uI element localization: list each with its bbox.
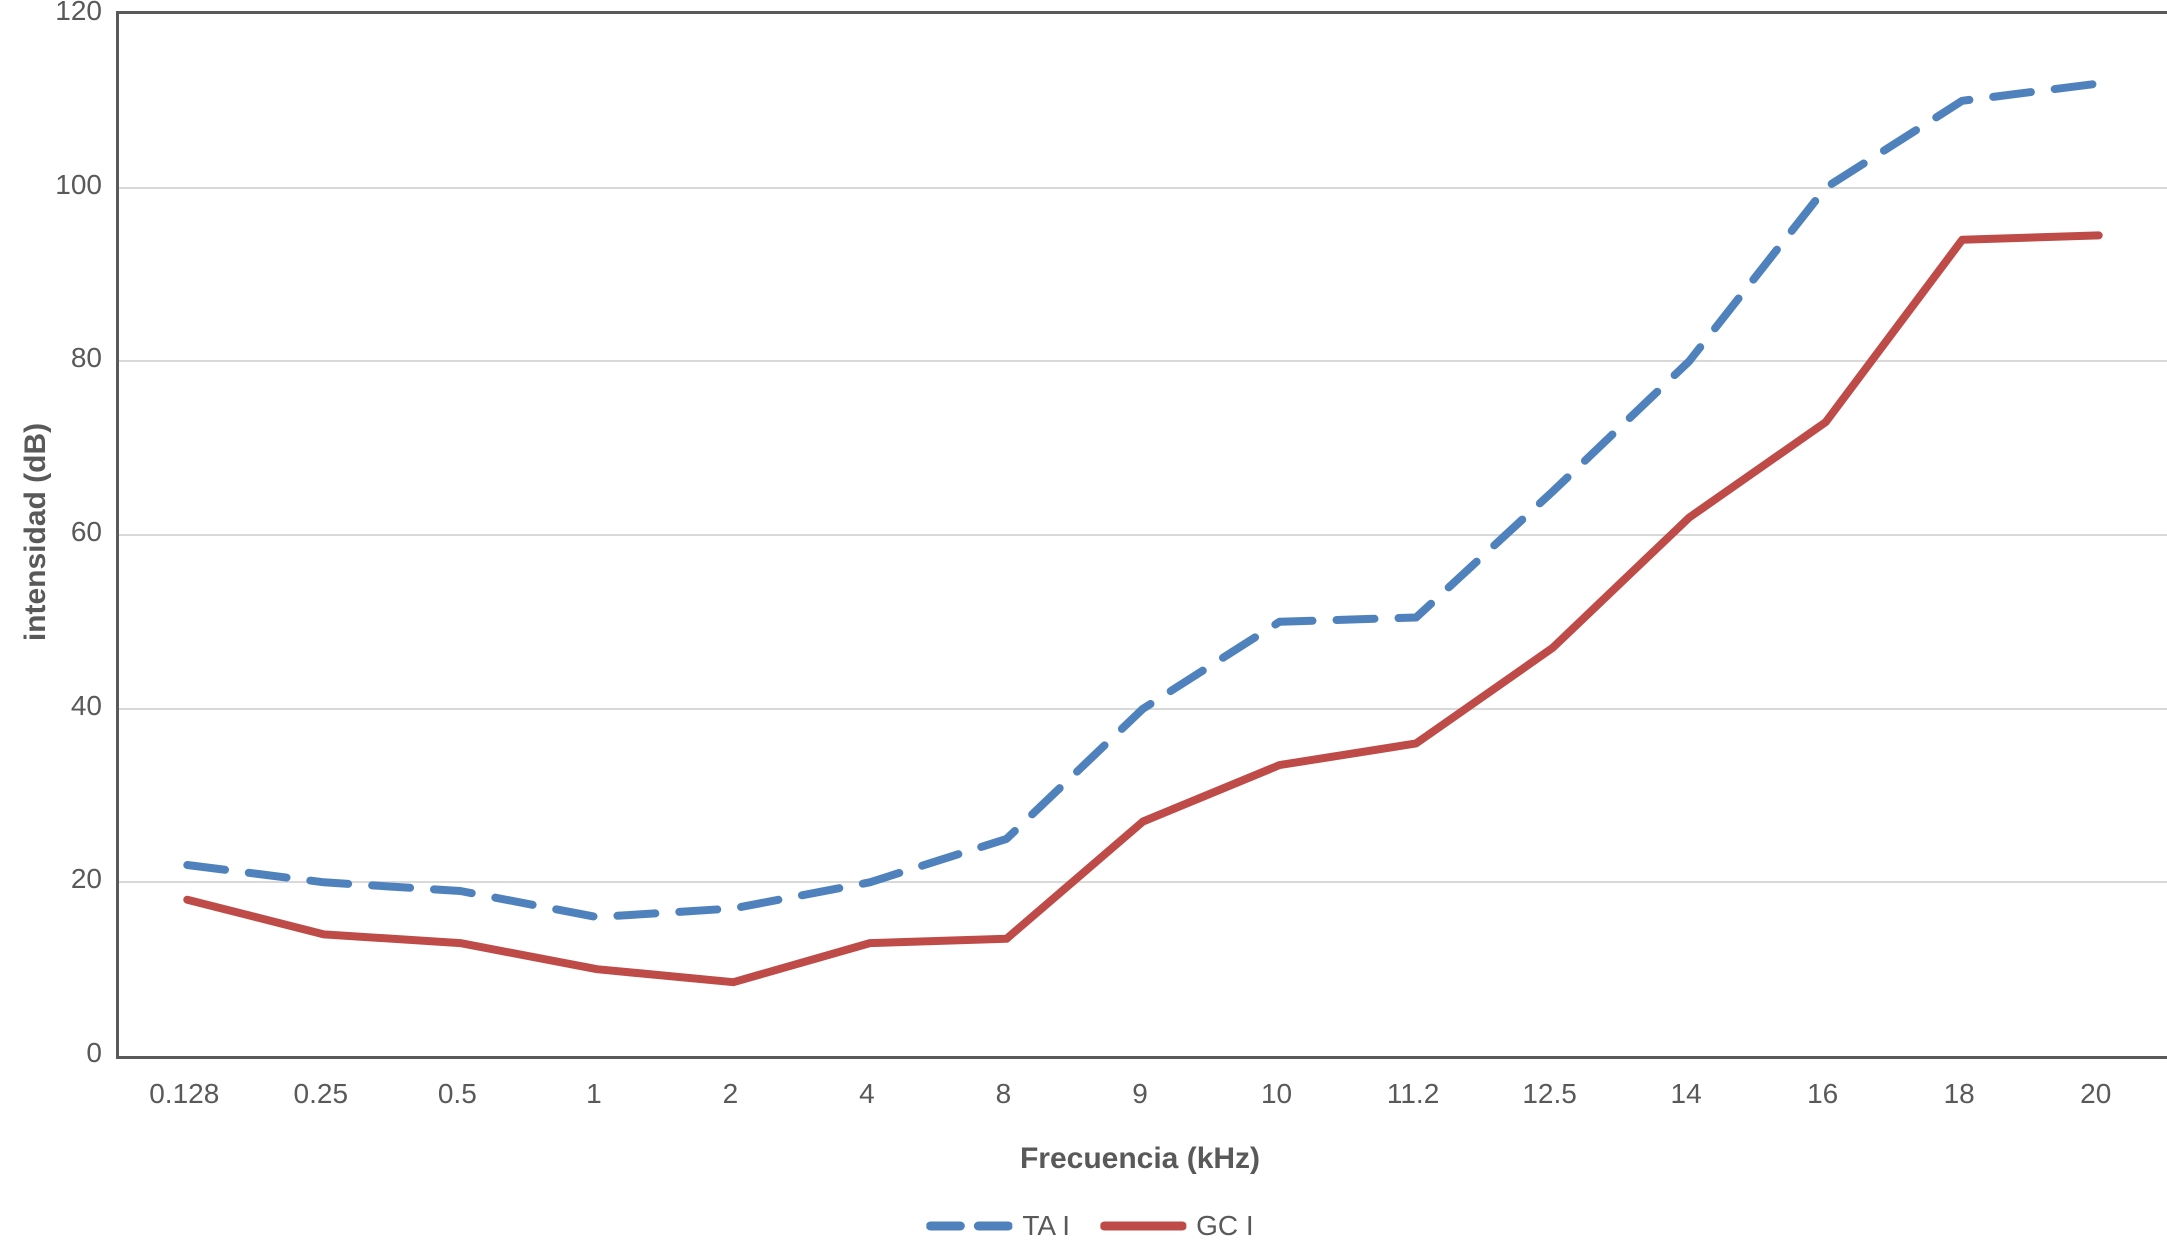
x-tick-label: 16 xyxy=(1807,1078,1839,1109)
y-tick-label: 120 xyxy=(55,0,102,26)
x-tick-label: 20 xyxy=(2080,1078,2112,1109)
y-tick-label: 0 xyxy=(86,1037,102,1068)
y-tick-label: 60 xyxy=(70,516,102,547)
x-tick-label: 11.2 xyxy=(1386,1078,1440,1109)
x-tick-label: 14 xyxy=(1670,1078,1702,1109)
gridline xyxy=(119,186,2167,189)
legend-label: GC I xyxy=(1196,1210,1254,1241)
x-tick-label: 2 xyxy=(722,1078,739,1109)
y-tick-label: 80 xyxy=(70,342,102,374)
y-tick-label: 40 xyxy=(70,689,102,721)
y-tick-label: 100 xyxy=(55,168,102,200)
x-tick-label: 1 xyxy=(586,1078,602,1109)
x-tick-label: 9 xyxy=(1132,1078,1148,1109)
legend-swatch-dashed-line xyxy=(926,1221,1013,1231)
x-tick-label: 0.128 xyxy=(149,1078,220,1109)
legend-label: TA I xyxy=(1022,1210,1071,1241)
y-tick-label: 20 xyxy=(70,863,102,895)
legend-swatch-solid-line xyxy=(1100,1221,1187,1231)
plot-area xyxy=(116,11,2167,1059)
x-tick-label: 12.5 xyxy=(1522,1078,1577,1109)
legend-item-gc-i: GC I xyxy=(1100,1210,1254,1242)
x-tick-label: 18 xyxy=(1943,1078,1975,1109)
x-axis-title: Frecuencia (kHz) xyxy=(1019,1142,1261,1175)
x-tick-label: 8 xyxy=(995,1078,1012,1109)
series-plot xyxy=(183,79,2103,987)
gridline xyxy=(119,881,2167,884)
x-tick-label: 0.25 xyxy=(293,1078,349,1109)
series-line-gc-i xyxy=(183,231,2103,987)
gridline xyxy=(119,534,2167,536)
x-tick-label: 4 xyxy=(859,1078,875,1109)
y-axis-title: intensidad (dB) xyxy=(19,422,52,642)
series-line-ta-i xyxy=(183,79,2103,922)
legend: TA I GC I xyxy=(926,1210,1254,1242)
gridline xyxy=(119,360,2167,363)
x-tick-label: 0.5 xyxy=(437,1078,477,1109)
x-tick-label: 10 xyxy=(1260,1078,1293,1109)
legend-item-ta-i: TA I xyxy=(926,1210,1070,1242)
